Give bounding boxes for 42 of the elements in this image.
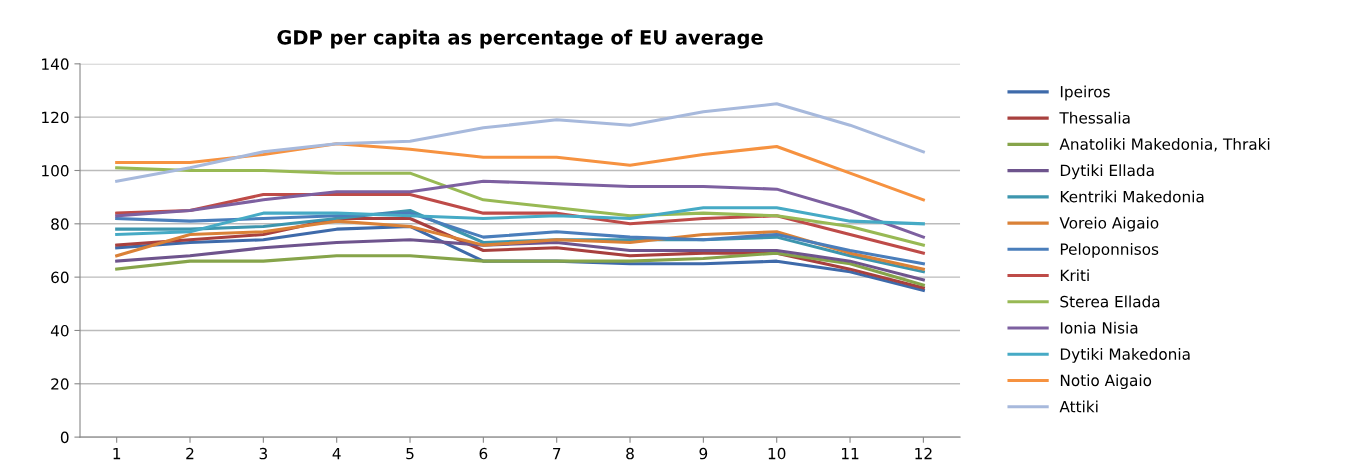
- x-tick-label: 12: [915, 447, 932, 460]
- x-tick-label: 7: [553, 447, 561, 460]
- x-tick-label: 10: [768, 447, 786, 460]
- line-series: [115, 166, 925, 247]
- legend-label: Voreio Aigaio: [1059, 216, 1159, 232]
- y-tick-label: 100: [42, 164, 69, 177]
- chart-title: GDP per capita as percentage of EU average: [277, 29, 763, 49]
- legend-label: Anatoliki Makedonia, Thraki: [1059, 138, 1270, 152]
- line-series: [115, 102, 925, 183]
- x-tick-label: 5: [406, 447, 414, 460]
- x-tick-label: 9: [699, 447, 708, 460]
- y-tick-label: 140: [42, 58, 69, 70]
- y-tick-label: 80: [51, 218, 69, 230]
- y-tick-label: 40: [50, 324, 69, 337]
- x-tick-label: 11: [842, 447, 859, 460]
- legend-label: Peloponnisos: [1060, 243, 1159, 258]
- line-series: [115, 206, 925, 237]
- x-tick-label: 1: [113, 447, 121, 460]
- line-series: [115, 238, 925, 282]
- y-tick-label: 120: [42, 111, 69, 124]
- legend-label: Thessalia: [1059, 111, 1130, 124]
- legend-label: Ionia Nisia: [1060, 321, 1138, 334]
- legend-label: Ipeiros: [1060, 85, 1110, 101]
- line-series: [115, 251, 925, 287]
- x-tick-label: 6: [479, 447, 488, 460]
- line-series: [115, 179, 925, 239]
- legend-label: Dytiki Makedonia: [1060, 348, 1190, 363]
- x-tick-label: 4: [332, 447, 341, 460]
- legend-label: Kentriki Makedonia: [1060, 190, 1204, 203]
- line-series: [115, 211, 925, 266]
- legend-label: Kriti: [1060, 269, 1089, 281]
- legend-label: Attiki: [1059, 400, 1098, 413]
- x-tick-label: 3: [259, 447, 267, 460]
- y-tick-label: 0: [60, 431, 69, 444]
- y-tick-label: 20: [51, 378, 69, 390]
- x-tick-label: 8: [626, 447, 634, 460]
- line-series: [115, 219, 925, 271]
- x-tick-label: 2: [186, 447, 194, 460]
- legend-label: Notio Aigaio: [1060, 374, 1152, 390]
- y-tick-label: 60: [51, 271, 69, 284]
- legend-label: Sterea Ellada: [1060, 295, 1160, 308]
- legend-label: Dytiki Ellada: [1060, 164, 1154, 180]
